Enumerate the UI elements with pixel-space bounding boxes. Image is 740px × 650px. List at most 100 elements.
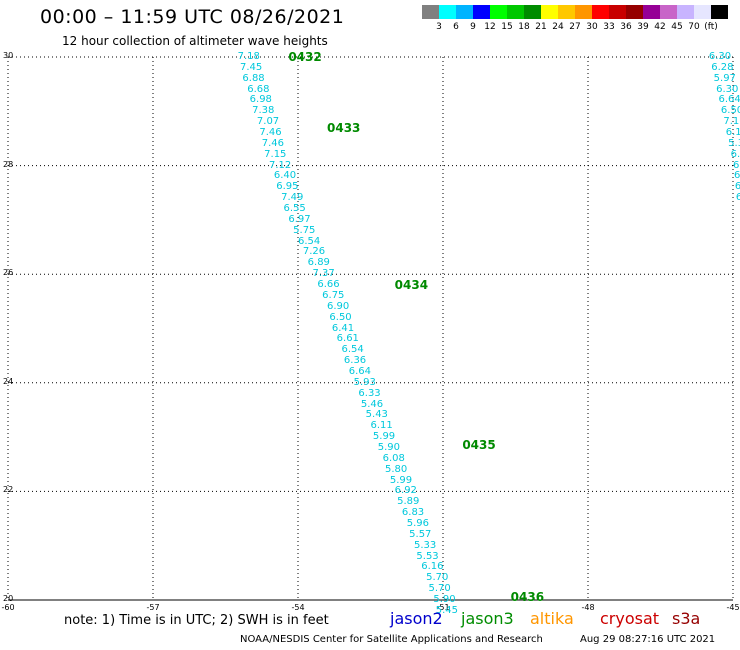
- swh-value: 5.33: [414, 539, 437, 551]
- swh-value-right-track: 6.64: [718, 94, 740, 106]
- legend-swatch: [490, 5, 507, 19]
- swh-value: 6.16: [421, 561, 444, 573]
- swh-value: 5.57: [409, 528, 432, 540]
- x-tick-label: -45: [726, 603, 740, 612]
- swh-value: 6.55: [283, 203, 306, 215]
- mission-s3a: s3a: [672, 609, 701, 628]
- legend-swatch: [660, 5, 677, 19]
- swh-value-right-track: 5.3: [728, 137, 740, 149]
- legend-label: 3: [436, 22, 442, 32]
- swh-value: 6.89: [307, 257, 330, 269]
- swh-value: 6.64: [348, 365, 372, 377]
- map-title: 00:00 – 11:59 UTC 08/26/2021: [40, 6, 345, 28]
- y-tick-label: 30: [3, 51, 14, 60]
- pass-time-label: 0434: [394, 278, 429, 293]
- legend-swatch: [626, 5, 643, 19]
- legend-swatch: [524, 5, 541, 19]
- legend-swatch: [473, 5, 490, 19]
- legend-swatch: [609, 5, 626, 19]
- swh-value: 6.97: [288, 213, 311, 225]
- legend-swatch: [711, 5, 728, 19]
- swh-value: 6.33: [358, 387, 381, 399]
- swh-value-right-track: 6.50: [720, 105, 740, 117]
- y-tick-label: 26: [3, 268, 14, 278]
- swh-value: 6.54: [341, 344, 364, 356]
- swh-value: 5.43: [365, 409, 388, 421]
- swh-value-right-track: 6.: [730, 148, 740, 160]
- swh-value: 7.46: [261, 137, 285, 149]
- swh-value: 5.45: [435, 604, 459, 616]
- swh-value: 5.70: [426, 572, 449, 584]
- swh-value: 6.75: [322, 289, 345, 301]
- swh-value: 6.11: [370, 420, 393, 432]
- swh-value: 6.92: [394, 485, 417, 497]
- y-tick-label: 28: [3, 159, 14, 169]
- x-tick-label: -60: [1, 603, 15, 612]
- swh-value: 6.90: [327, 300, 350, 312]
- swh-value: 6.95: [276, 181, 299, 193]
- pass-time-label: 0436: [510, 590, 545, 605]
- color-scale-labels: 3 6 9 12 15 18 21 24 27 30 33 36 39 42 45 70 (ft): [422, 22, 728, 34]
- swh-value: 6.98: [249, 94, 272, 106]
- swh-value: 7.15: [264, 148, 287, 160]
- swh-value: 7.46: [259, 127, 282, 139]
- map-subtitle: 12 hour collection of altimeter wave hei…: [62, 34, 328, 48]
- color-scale-legend: [422, 5, 728, 19]
- swh-value-right-track: 6.30: [716, 83, 739, 95]
- swh-value: 6.41: [331, 322, 355, 334]
- credit-text: NOAA/NESDIS Center for Satellite Applica…: [240, 634, 543, 645]
- legend-label: 30: [586, 22, 598, 32]
- mission-jason2: jason2: [390, 609, 443, 628]
- footer-note: note: 1) Time is in UTC; 2) SWH is in fe…: [64, 613, 329, 628]
- swh-value-right-track: 6: [733, 159, 740, 171]
- legend-label: 15: [501, 22, 513, 32]
- swh-value: 7.18: [237, 51, 260, 62]
- swh-value: 6.40: [273, 170, 297, 182]
- swh-value: 7.49: [281, 192, 304, 204]
- pass-time-label: 0435: [462, 438, 496, 453]
- legend-label: 70: [688, 22, 700, 32]
- legend-swatch: [541, 5, 558, 19]
- y-tick-label: 20: [3, 594, 14, 603]
- legend-label: 33: [603, 22, 615, 32]
- mission-jason3: jason3: [461, 609, 514, 628]
- legend-label: 18: [518, 22, 530, 32]
- legend-swatch: [456, 5, 473, 19]
- x-tick-label: -51: [436, 603, 450, 612]
- swh-value-right-track: 6.28: [711, 61, 734, 73]
- swh-value-right-track: 6.30: [708, 51, 732, 62]
- legend-label: 21: [535, 22, 547, 32]
- mission-altika: altika: [530, 609, 574, 628]
- swh-value-right-track: 6.1: [725, 127, 740, 139]
- x-tick-label: -57: [146, 603, 160, 612]
- swh-value: 6.54: [298, 235, 321, 247]
- legend-swatch: [439, 5, 456, 19]
- swh-value: 5.93: [353, 376, 376, 388]
- legend-label: 24: [552, 22, 564, 32]
- swh-value: 5.89: [397, 496, 420, 508]
- legend-swatch: [592, 5, 609, 19]
- swh-value-right-track: 5.97: [713, 72, 736, 84]
- swh-value: 7.26: [302, 246, 326, 258]
- x-tick-label: -54: [291, 603, 305, 612]
- generated-timestamp: Aug 29 08:27:16 UTC 2021: [580, 634, 716, 645]
- legend-swatch: [558, 5, 575, 19]
- swh-value: 7.12: [269, 159, 292, 171]
- swh-value: 6.88: [242, 72, 265, 84]
- legend-label: 39: [637, 22, 649, 32]
- swh-value: 5.75: [293, 224, 316, 236]
- swh-value: 6.36: [343, 355, 367, 367]
- legend-swatch: [575, 5, 592, 19]
- swh-value: 7.37: [312, 268, 335, 280]
- y-tick-label: 22: [3, 485, 14, 495]
- pass-time-label: 0433: [327, 120, 361, 135]
- legend-label: 36: [620, 22, 632, 32]
- swh-value: 6.50: [329, 311, 352, 323]
- swh-value: 7.45: [240, 61, 263, 73]
- swh-value: 6.68: [247, 83, 270, 95]
- legend-label: 45: [671, 22, 683, 32]
- legend-label: (ft): [704, 22, 718, 32]
- y-tick-label: 24: [3, 376, 14, 386]
- swh-value-right-track: 7.16: [723, 116, 740, 128]
